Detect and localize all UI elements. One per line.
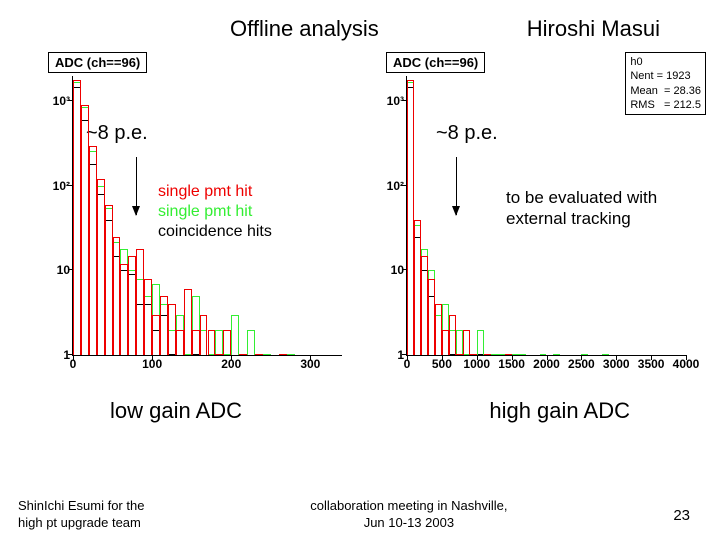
hist-bin	[247, 330, 255, 355]
charts-row: ADC (ch==96) 11010²10³0100200300 ~8 p.e.…	[0, 52, 720, 392]
hist-bin	[470, 354, 477, 355]
hist-bin	[540, 354, 547, 355]
hist-bin	[184, 289, 192, 355]
hist-bin	[231, 315, 239, 355]
hist-bin	[456, 354, 463, 355]
low-gain-label: low gain ADC	[110, 398, 242, 424]
hist-bin	[407, 80, 414, 355]
hist-bin	[428, 279, 435, 355]
author-name: Hiroshi Masui	[527, 16, 660, 42]
hist-bin	[144, 279, 152, 355]
hist-bin	[553, 354, 560, 355]
footer-date: Jun 10-13 2003	[144, 515, 673, 532]
hist-bin	[519, 354, 526, 355]
hist-bin	[81, 105, 89, 355]
hist-bin	[435, 304, 442, 355]
hist-bin	[279, 354, 287, 355]
hist-bin	[512, 354, 519, 355]
hist-bin	[192, 330, 200, 355]
pe-label-right: ~8 p.e.	[436, 122, 498, 145]
hist-bin	[73, 80, 81, 355]
hist-bin	[128, 256, 136, 355]
ytick-label: 10	[391, 263, 404, 277]
hist-bin	[414, 220, 421, 355]
hist-bin	[105, 205, 113, 355]
hist-bin	[168, 304, 176, 355]
hist-bin	[287, 354, 295, 355]
legend-item-green: single pmt hit	[158, 202, 272, 222]
hist-bin	[160, 296, 168, 355]
hist-bin	[200, 315, 208, 355]
hist-bin	[89, 146, 97, 355]
hist-bin	[484, 354, 491, 355]
hist-bin	[97, 179, 105, 355]
hist-bin	[176, 330, 184, 355]
hist-bin	[215, 354, 223, 355]
low-gain-chart: ADC (ch==96) 11010²10³0100200300 ~8 p.e.…	[28, 52, 368, 392]
left-chart-title: ADC (ch==96)	[48, 52, 147, 73]
hist-bin	[255, 354, 263, 355]
arrow-right	[456, 157, 457, 215]
footer-team: high pt upgrade team	[18, 515, 144, 532]
footer-author: ShinIchi Esumi for the	[18, 498, 144, 515]
hist-bin	[491, 354, 498, 355]
hist-bin	[498, 354, 505, 355]
hist-bin	[505, 354, 512, 355]
hist-bin	[477, 330, 484, 355]
ytick-label: 10³	[387, 94, 404, 108]
page-title: Offline analysis	[230, 16, 379, 42]
hist-bin	[421, 256, 428, 355]
hist-bin	[208, 330, 216, 355]
ytick-label: 10³	[53, 94, 70, 108]
hist-bin	[602, 354, 609, 355]
arrow-left	[136, 157, 137, 215]
hist-bin	[215, 330, 223, 355]
high-gain-chart: ADC (ch==96) h0 Nent = 1923 Mean = 28.36…	[376, 52, 696, 392]
hist-bin	[263, 354, 271, 355]
hist-bin	[442, 330, 449, 355]
ytick-label: 10	[57, 263, 70, 277]
legend-item-red: single pmt hit	[158, 182, 272, 202]
hist-bin	[449, 315, 456, 355]
hist-bin	[113, 237, 121, 355]
hist-bin	[223, 330, 231, 355]
right-note: to be evaluated with external tracking	[506, 187, 657, 230]
ytick-label: 10²	[53, 179, 70, 193]
high-gain-label: high gain ADC	[489, 398, 630, 424]
footer-meeting: collaboration meeting in Nashville,	[144, 498, 673, 515]
hist-bin	[120, 264, 128, 355]
ytick-label: 10²	[387, 179, 404, 193]
page-number: 23	[673, 507, 720, 524]
right-chart-title: ADC (ch==96)	[386, 52, 485, 73]
pe-label-left: ~8 p.e.	[86, 122, 148, 145]
left-legend: single pmt hit single pmt hit coincidenc…	[158, 182, 272, 242]
hist-bin	[463, 330, 470, 355]
legend-item-black: coincidence hits	[158, 222, 272, 242]
note-line1: to be evaluated with	[506, 187, 657, 208]
footer: ShinIchi Esumi for the high pt upgrade t…	[0, 498, 720, 532]
hist-bin	[581, 354, 588, 355]
hist-bin	[456, 330, 463, 355]
hist-bin	[239, 354, 247, 355]
note-line2: external tracking	[506, 208, 657, 229]
hist-bin	[152, 315, 160, 355]
hist-bin	[136, 249, 144, 355]
